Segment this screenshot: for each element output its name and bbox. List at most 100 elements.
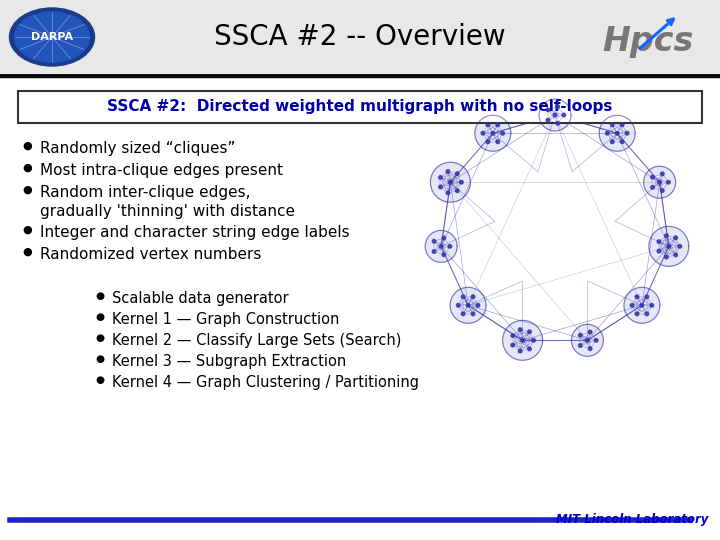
Circle shape bbox=[611, 123, 614, 126]
Circle shape bbox=[503, 320, 543, 360]
Text: ●: ● bbox=[22, 225, 32, 235]
Text: Randomly sized “cliques”: Randomly sized “cliques” bbox=[40, 141, 235, 156]
Circle shape bbox=[432, 239, 436, 243]
Circle shape bbox=[471, 312, 474, 316]
Circle shape bbox=[678, 245, 682, 248]
Circle shape bbox=[651, 176, 654, 179]
Circle shape bbox=[462, 295, 465, 299]
Circle shape bbox=[599, 115, 635, 151]
Circle shape bbox=[624, 287, 660, 323]
Circle shape bbox=[667, 245, 670, 248]
Circle shape bbox=[621, 123, 624, 126]
Circle shape bbox=[496, 123, 500, 126]
Text: Kernel 3 — Subgraph Extraction: Kernel 3 — Subgraph Extraction bbox=[112, 354, 346, 369]
Circle shape bbox=[486, 140, 490, 144]
Circle shape bbox=[650, 303, 654, 307]
Circle shape bbox=[674, 253, 678, 256]
Circle shape bbox=[657, 249, 661, 253]
Circle shape bbox=[621, 140, 624, 144]
Text: Randomized vertex numbers: Randomized vertex numbers bbox=[40, 247, 261, 262]
Circle shape bbox=[630, 303, 634, 307]
Circle shape bbox=[556, 105, 559, 109]
Circle shape bbox=[431, 162, 470, 202]
Circle shape bbox=[518, 328, 522, 332]
Circle shape bbox=[658, 180, 662, 184]
Text: Random inter-clique edges,
gradually 'thinning' with distance: Random inter-clique edges, gradually 'th… bbox=[40, 185, 295, 219]
Text: Hpcs: Hpcs bbox=[603, 25, 693, 58]
Circle shape bbox=[657, 240, 661, 244]
Text: SSCA #2:  Directed weighted multigraph with no self-loops: SSCA #2: Directed weighted multigraph wi… bbox=[107, 99, 613, 114]
Circle shape bbox=[456, 303, 460, 307]
Circle shape bbox=[645, 312, 649, 316]
Circle shape bbox=[481, 131, 485, 135]
Circle shape bbox=[426, 231, 457, 262]
Circle shape bbox=[539, 99, 571, 131]
Text: Integer and character string edge labels: Integer and character string edge labels bbox=[40, 225, 350, 240]
Circle shape bbox=[651, 186, 654, 189]
Circle shape bbox=[501, 131, 505, 135]
Circle shape bbox=[511, 334, 515, 338]
Text: ●: ● bbox=[95, 375, 104, 385]
Bar bbox=[0, 0, 720, 75]
Circle shape bbox=[606, 131, 609, 135]
Text: Kernel 2 — Classify Large Sets (Search): Kernel 2 — Classify Large Sets (Search) bbox=[112, 333, 401, 348]
Text: SSCA #2 -- Overview: SSCA #2 -- Overview bbox=[214, 23, 506, 51]
Circle shape bbox=[446, 191, 450, 195]
Text: ●: ● bbox=[22, 185, 32, 195]
Circle shape bbox=[518, 349, 522, 353]
Circle shape bbox=[459, 180, 463, 184]
Text: ●: ● bbox=[22, 247, 32, 257]
Circle shape bbox=[667, 180, 670, 184]
Circle shape bbox=[456, 189, 459, 193]
Circle shape bbox=[649, 226, 689, 266]
Circle shape bbox=[635, 312, 639, 316]
Circle shape bbox=[674, 236, 678, 240]
Text: MIT Lincoln Laboratory: MIT Lincoln Laboratory bbox=[556, 513, 708, 526]
Circle shape bbox=[521, 339, 524, 342]
Circle shape bbox=[471, 295, 474, 299]
Circle shape bbox=[476, 303, 480, 307]
Text: ●: ● bbox=[22, 163, 32, 173]
Text: ●: ● bbox=[95, 333, 104, 343]
Circle shape bbox=[546, 108, 549, 112]
Text: Most intra-clique edges present: Most intra-clique edges present bbox=[40, 163, 283, 178]
Circle shape bbox=[462, 312, 465, 316]
Circle shape bbox=[432, 249, 436, 253]
Text: Scalable data generator: Scalable data generator bbox=[112, 291, 289, 306]
Text: Kernel 1 — Graph Construction: Kernel 1 — Graph Construction bbox=[112, 312, 339, 327]
Circle shape bbox=[578, 344, 582, 347]
Circle shape bbox=[660, 189, 664, 192]
Circle shape bbox=[625, 131, 629, 135]
Text: ●: ● bbox=[95, 312, 104, 322]
Circle shape bbox=[438, 185, 442, 189]
Circle shape bbox=[486, 123, 490, 126]
Circle shape bbox=[532, 339, 536, 342]
Circle shape bbox=[474, 115, 510, 151]
Circle shape bbox=[450, 287, 486, 323]
Circle shape bbox=[438, 176, 442, 179]
Circle shape bbox=[611, 140, 614, 144]
Circle shape bbox=[467, 303, 470, 307]
Circle shape bbox=[578, 333, 582, 337]
Circle shape bbox=[442, 236, 446, 240]
Circle shape bbox=[511, 343, 515, 347]
Circle shape bbox=[491, 131, 495, 135]
Circle shape bbox=[660, 172, 664, 176]
Bar bbox=[18, 91, 702, 123]
Circle shape bbox=[553, 113, 557, 117]
Text: ●: ● bbox=[22, 141, 32, 151]
Circle shape bbox=[644, 166, 675, 198]
Circle shape bbox=[528, 330, 531, 334]
Circle shape bbox=[439, 245, 443, 248]
Ellipse shape bbox=[9, 8, 94, 66]
Circle shape bbox=[562, 113, 566, 117]
Circle shape bbox=[595, 339, 598, 342]
Circle shape bbox=[528, 347, 531, 351]
Circle shape bbox=[442, 253, 446, 256]
Circle shape bbox=[635, 295, 639, 299]
Circle shape bbox=[588, 347, 592, 350]
Circle shape bbox=[456, 172, 459, 176]
Circle shape bbox=[449, 180, 452, 184]
Circle shape bbox=[665, 255, 668, 259]
Circle shape bbox=[448, 245, 451, 248]
